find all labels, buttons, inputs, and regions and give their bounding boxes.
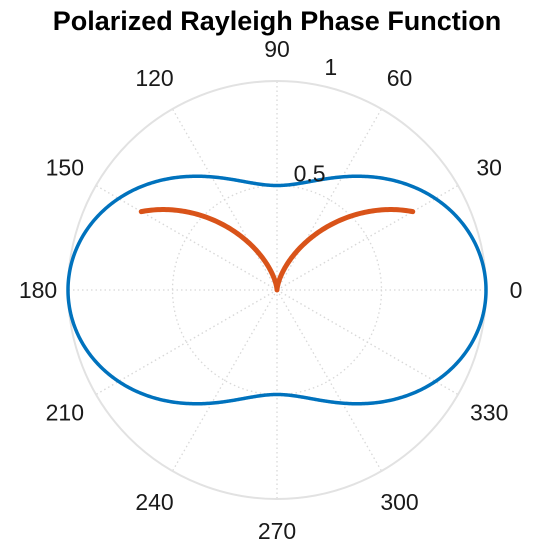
theta-tick-label-270: 270 bbox=[258, 518, 296, 541]
series-line-1 bbox=[66, 174, 488, 406]
spoke-60 bbox=[276, 108, 383, 291]
theta-tick-label-60: 60 bbox=[387, 65, 413, 91]
theta-tick-label-330: 330 bbox=[470, 400, 508, 426]
spoke-30 bbox=[276, 184, 459, 291]
theta-tick-label-300: 300 bbox=[380, 489, 418, 515]
series-line-2 bbox=[138, 207, 416, 293]
theta-tick-label-30: 30 bbox=[476, 155, 502, 181]
theta-tick-label-150: 150 bbox=[46, 155, 84, 181]
tick-labels: 0 30 60 90 120 150 180 210 240 270 300 330 0.5 1 bbox=[19, 36, 523, 541]
spoke-210 bbox=[95, 289, 278, 396]
theta-tick-label-0: 0 bbox=[510, 277, 523, 303]
r-tick-label-0.5: 0.5 bbox=[294, 160, 326, 186]
theta-tick-label-120: 120 bbox=[135, 65, 173, 91]
theta-tick-label-90: 90 bbox=[264, 36, 290, 62]
chart-title: Polarized Rayleigh Phase Function bbox=[52, 6, 502, 36]
spoke-240 bbox=[171, 289, 278, 472]
theta-tick-label-210: 210 bbox=[46, 400, 84, 426]
theta-tick-label-180: 180 bbox=[19, 277, 57, 303]
theta-tick-label-240: 240 bbox=[135, 489, 173, 515]
r-tick-label-1: 1 bbox=[324, 54, 337, 80]
series-layer bbox=[66, 174, 488, 406]
